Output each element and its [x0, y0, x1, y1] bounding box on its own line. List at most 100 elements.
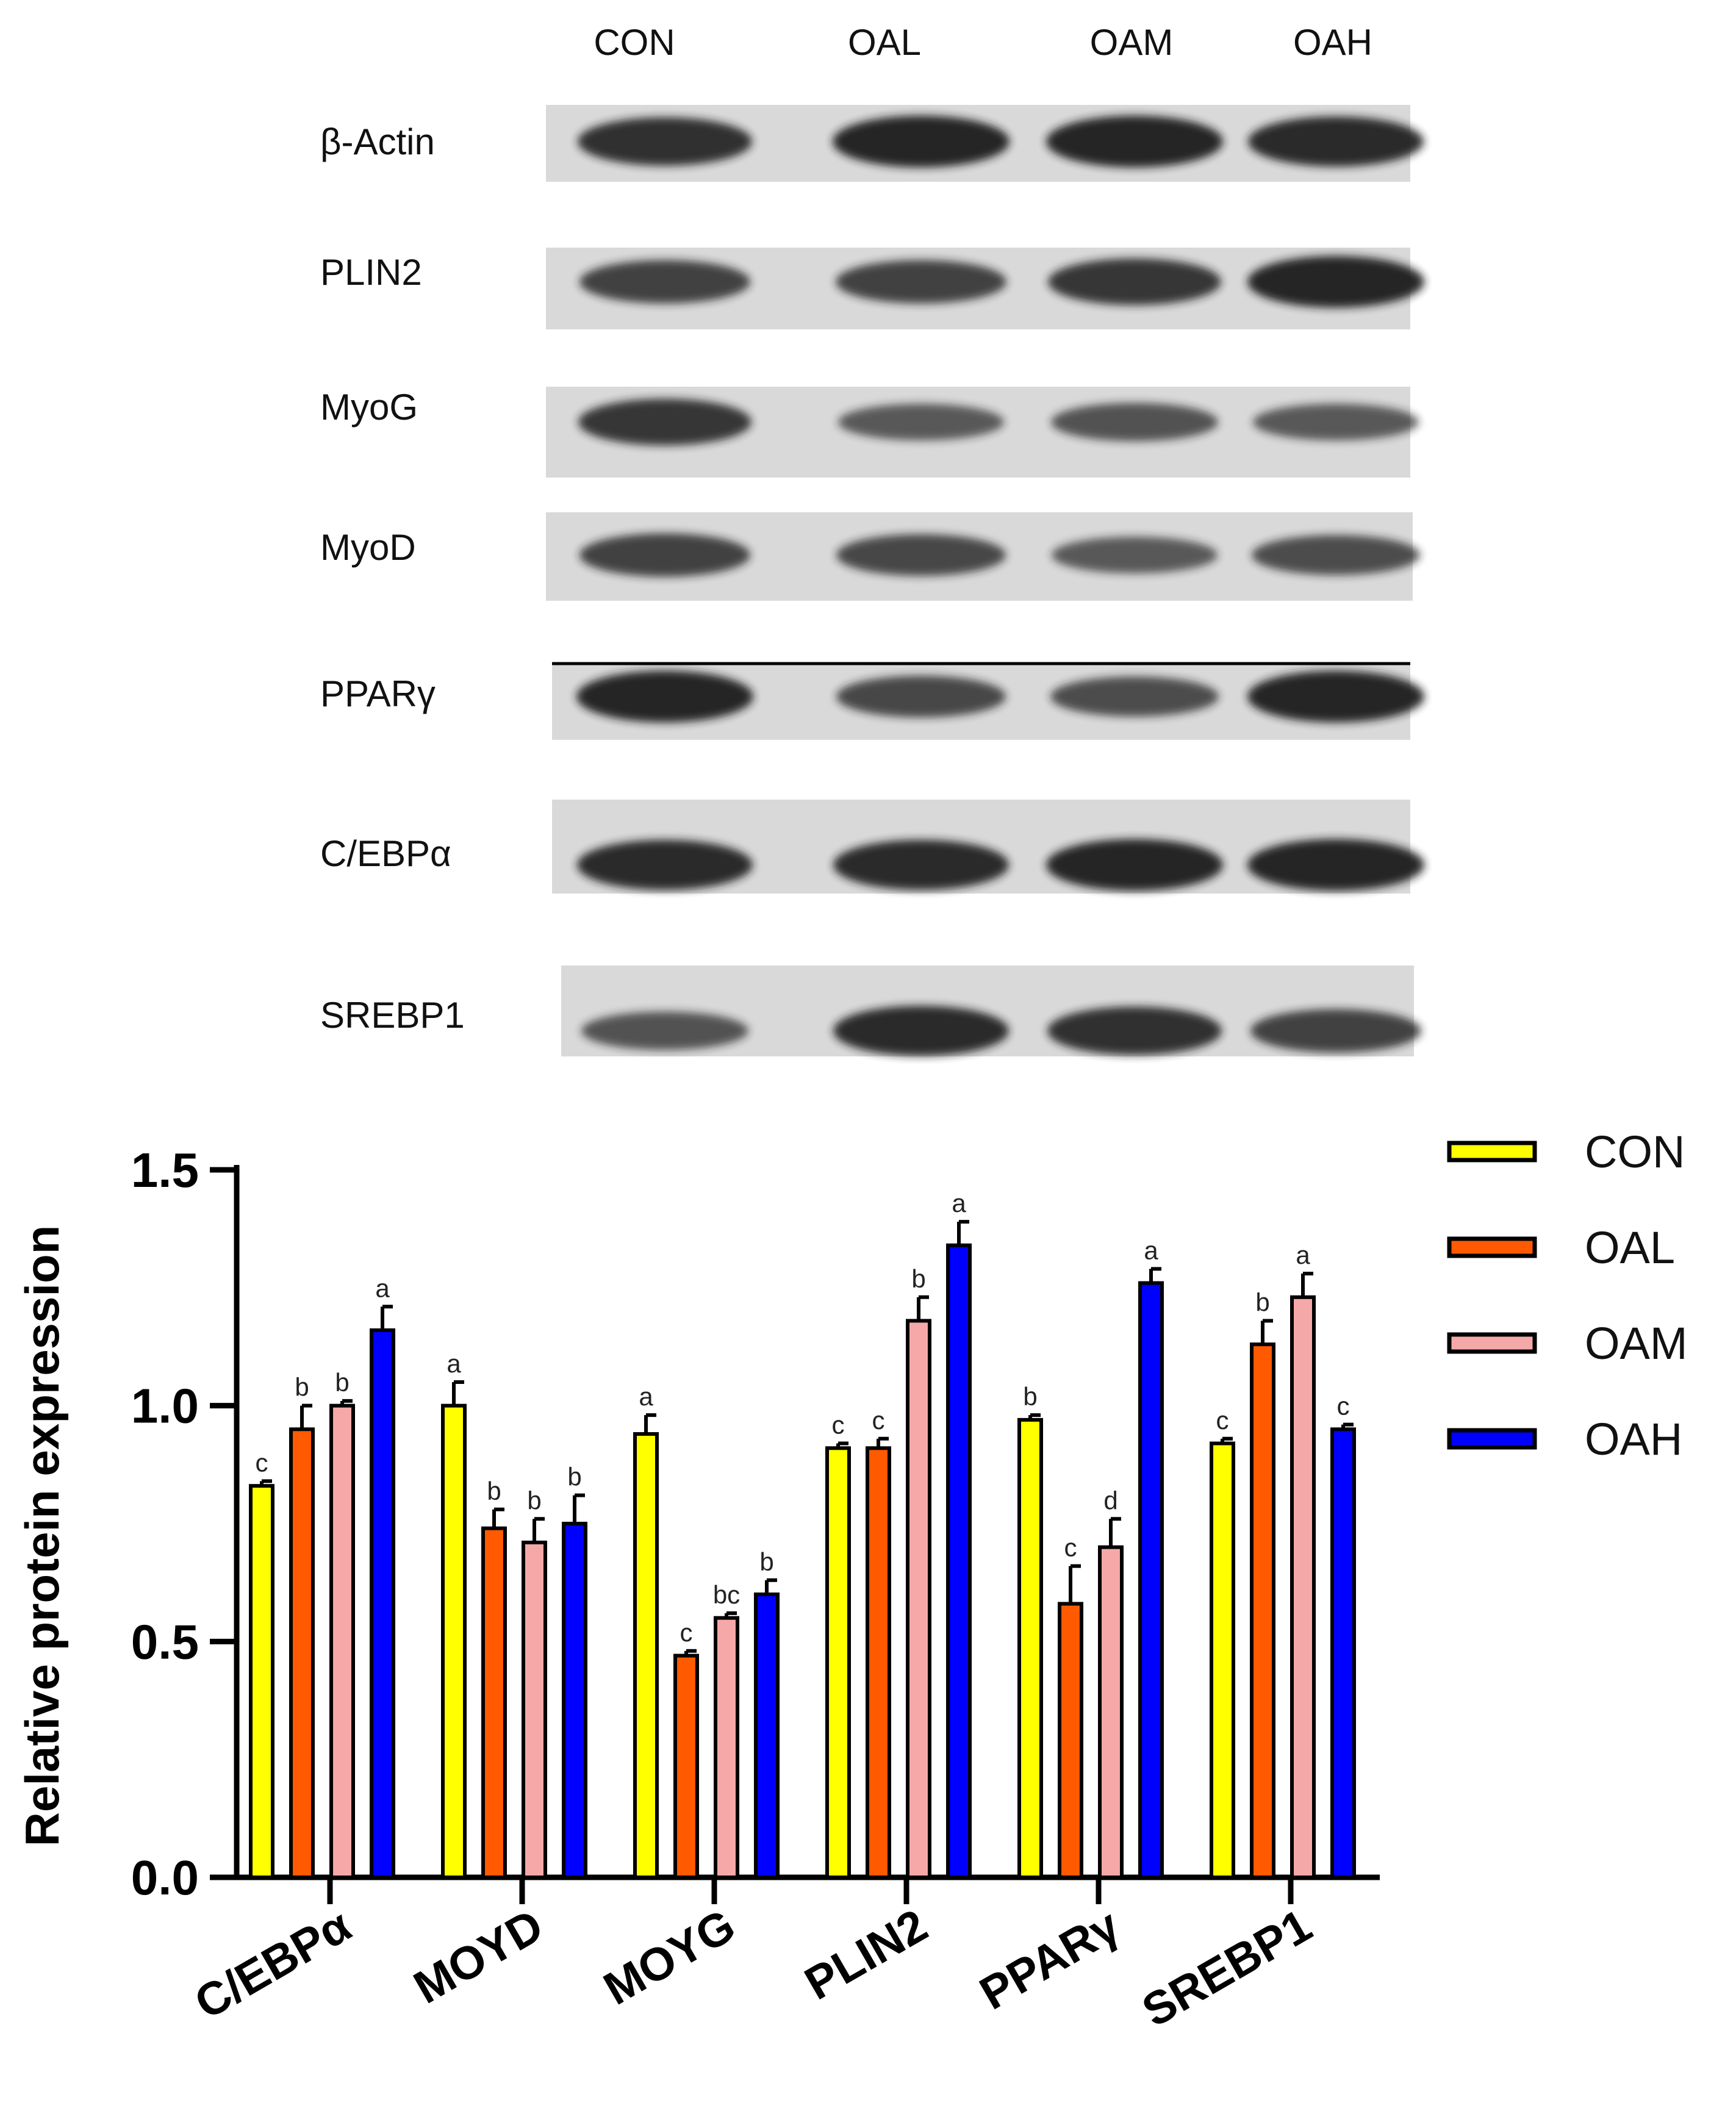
y-tick-label: 0.5: [131, 1614, 199, 1669]
band-oah: [1250, 1009, 1421, 1053]
blot-row: PPARγ: [320, 662, 1424, 740]
protein-label: MyoD: [320, 527, 416, 568]
blot-row: MyoG: [320, 387, 1419, 478]
lane-label-oam: OAM: [1090, 22, 1174, 63]
significance-letter: b: [527, 1486, 541, 1514]
band-oah: [1247, 670, 1424, 723]
band-oam: [1046, 839, 1223, 891]
x-tick-label: SREBP1: [1134, 1899, 1321, 2037]
significance-letter: c: [832, 1411, 845, 1439]
blot-row: PLIN2: [320, 248, 1424, 329]
bar-oah: [1138, 1281, 1164, 1880]
protein-label: MyoG: [320, 387, 418, 428]
bar-con: [1017, 1417, 1043, 1880]
bar-oal: [289, 1427, 315, 1879]
significance-letter: c: [1064, 1533, 1077, 1562]
band-con: [577, 839, 753, 890]
significance-letter: bc: [713, 1580, 740, 1609]
bar-oam: [329, 1403, 355, 1880]
bar-oah: [946, 1243, 972, 1879]
bar-oam: [906, 1319, 931, 1879]
band-oam: [1047, 1006, 1222, 1055]
band-oah: [1247, 256, 1424, 308]
band-oal: [836, 675, 1006, 718]
blot-row: β-Actin: [320, 105, 1424, 182]
band-oam: [1046, 115, 1223, 168]
lane-label-con: CON: [594, 22, 675, 63]
significance-letter: a: [375, 1274, 390, 1302]
band-oal: [838, 403, 1004, 441]
significance-letter: c: [872, 1406, 885, 1435]
significance-letter: a: [1144, 1236, 1158, 1264]
protein-label: β-Actin: [320, 121, 435, 162]
significance-letter: b: [911, 1264, 925, 1293]
legend-label-con: CON: [1585, 1127, 1685, 1177]
lane-label-oal: OAL: [848, 22, 921, 63]
band-oal: [836, 260, 1006, 304]
significance-letter: b: [1255, 1288, 1269, 1316]
significance-letter: d: [1103, 1486, 1117, 1514]
y-tick-label: 1.5: [131, 1143, 199, 1197]
band-oal: [836, 534, 1006, 576]
significance-letter: b: [567, 1463, 581, 1491]
y-axis-title: Relative protein expression: [15, 1225, 69, 1847]
legend-swatch-oal: [1447, 1236, 1537, 1258]
band-oal: [833, 839, 1009, 890]
legend-swatch-oam: [1447, 1332, 1537, 1354]
band-oam: [1048, 258, 1221, 306]
blot-row: SREBP1: [320, 966, 1421, 1056]
bar-oal: [1250, 1342, 1275, 1879]
bar-con: [441, 1403, 467, 1880]
bar-oam: [1098, 1545, 1124, 1880]
bar-con: [1210, 1441, 1235, 1880]
significance-letter: c: [1337, 1392, 1350, 1421]
band-con: [576, 670, 753, 723]
legend-swatch-con: [1447, 1141, 1537, 1163]
band-oam: [1050, 676, 1219, 717]
significance-letter: b: [759, 1547, 773, 1576]
significance-letter: a: [639, 1382, 653, 1411]
protein-label: SREBP1: [320, 995, 465, 1036]
legend-swatch-oah: [1447, 1428, 1537, 1450]
western-blot-panel: CON OAL OAM OAH β-Actin PLIN2 MyoG MyoD PPARγ C/E…: [320, 22, 1424, 1056]
bar-oal: [673, 1654, 699, 1880]
band-oam: [1052, 536, 1218, 574]
band-con: [578, 398, 751, 446]
significance-letter: c: [1216, 1406, 1229, 1435]
significance-letter: c: [680, 1618, 693, 1647]
x-tick-label: MOYG: [595, 1899, 744, 2015]
bar-oah: [1330, 1427, 1356, 1879]
x-tick-label: MOYD: [406, 1899, 552, 2014]
bar-oal: [866, 1446, 891, 1879]
band-oal: [833, 1005, 1009, 1056]
significance-letter: a: [1296, 1241, 1310, 1269]
band-oam: [1051, 403, 1218, 442]
blot-row: MyoD: [320, 512, 1420, 601]
legend-label-oam: OAM: [1585, 1318, 1688, 1369]
bar-oam: [522, 1540, 547, 1879]
bar-oal: [1058, 1602, 1083, 1879]
band-con: [578, 117, 752, 166]
significance-letter: a: [952, 1189, 966, 1217]
significance-letter: b: [1023, 1382, 1037, 1411]
band-oal: [833, 115, 1010, 168]
significance-letter: c: [256, 1448, 268, 1477]
significance-letter: b: [335, 1368, 349, 1397]
bar-con: [633, 1432, 659, 1879]
bar-oal: [481, 1526, 507, 1880]
bar-oah: [370, 1328, 395, 1879]
y-tick-label: 0.0: [131, 1851, 199, 1905]
legend-label-oal: OAL: [1585, 1222, 1675, 1273]
band-oah: [1248, 116, 1424, 167]
band-oah: [1252, 535, 1420, 575]
significance-letter: b: [295, 1373, 309, 1402]
bar-oam: [1290, 1295, 1316, 1880]
lane-label-oah: OAH: [1293, 22, 1372, 63]
bar-oah: [754, 1593, 780, 1879]
